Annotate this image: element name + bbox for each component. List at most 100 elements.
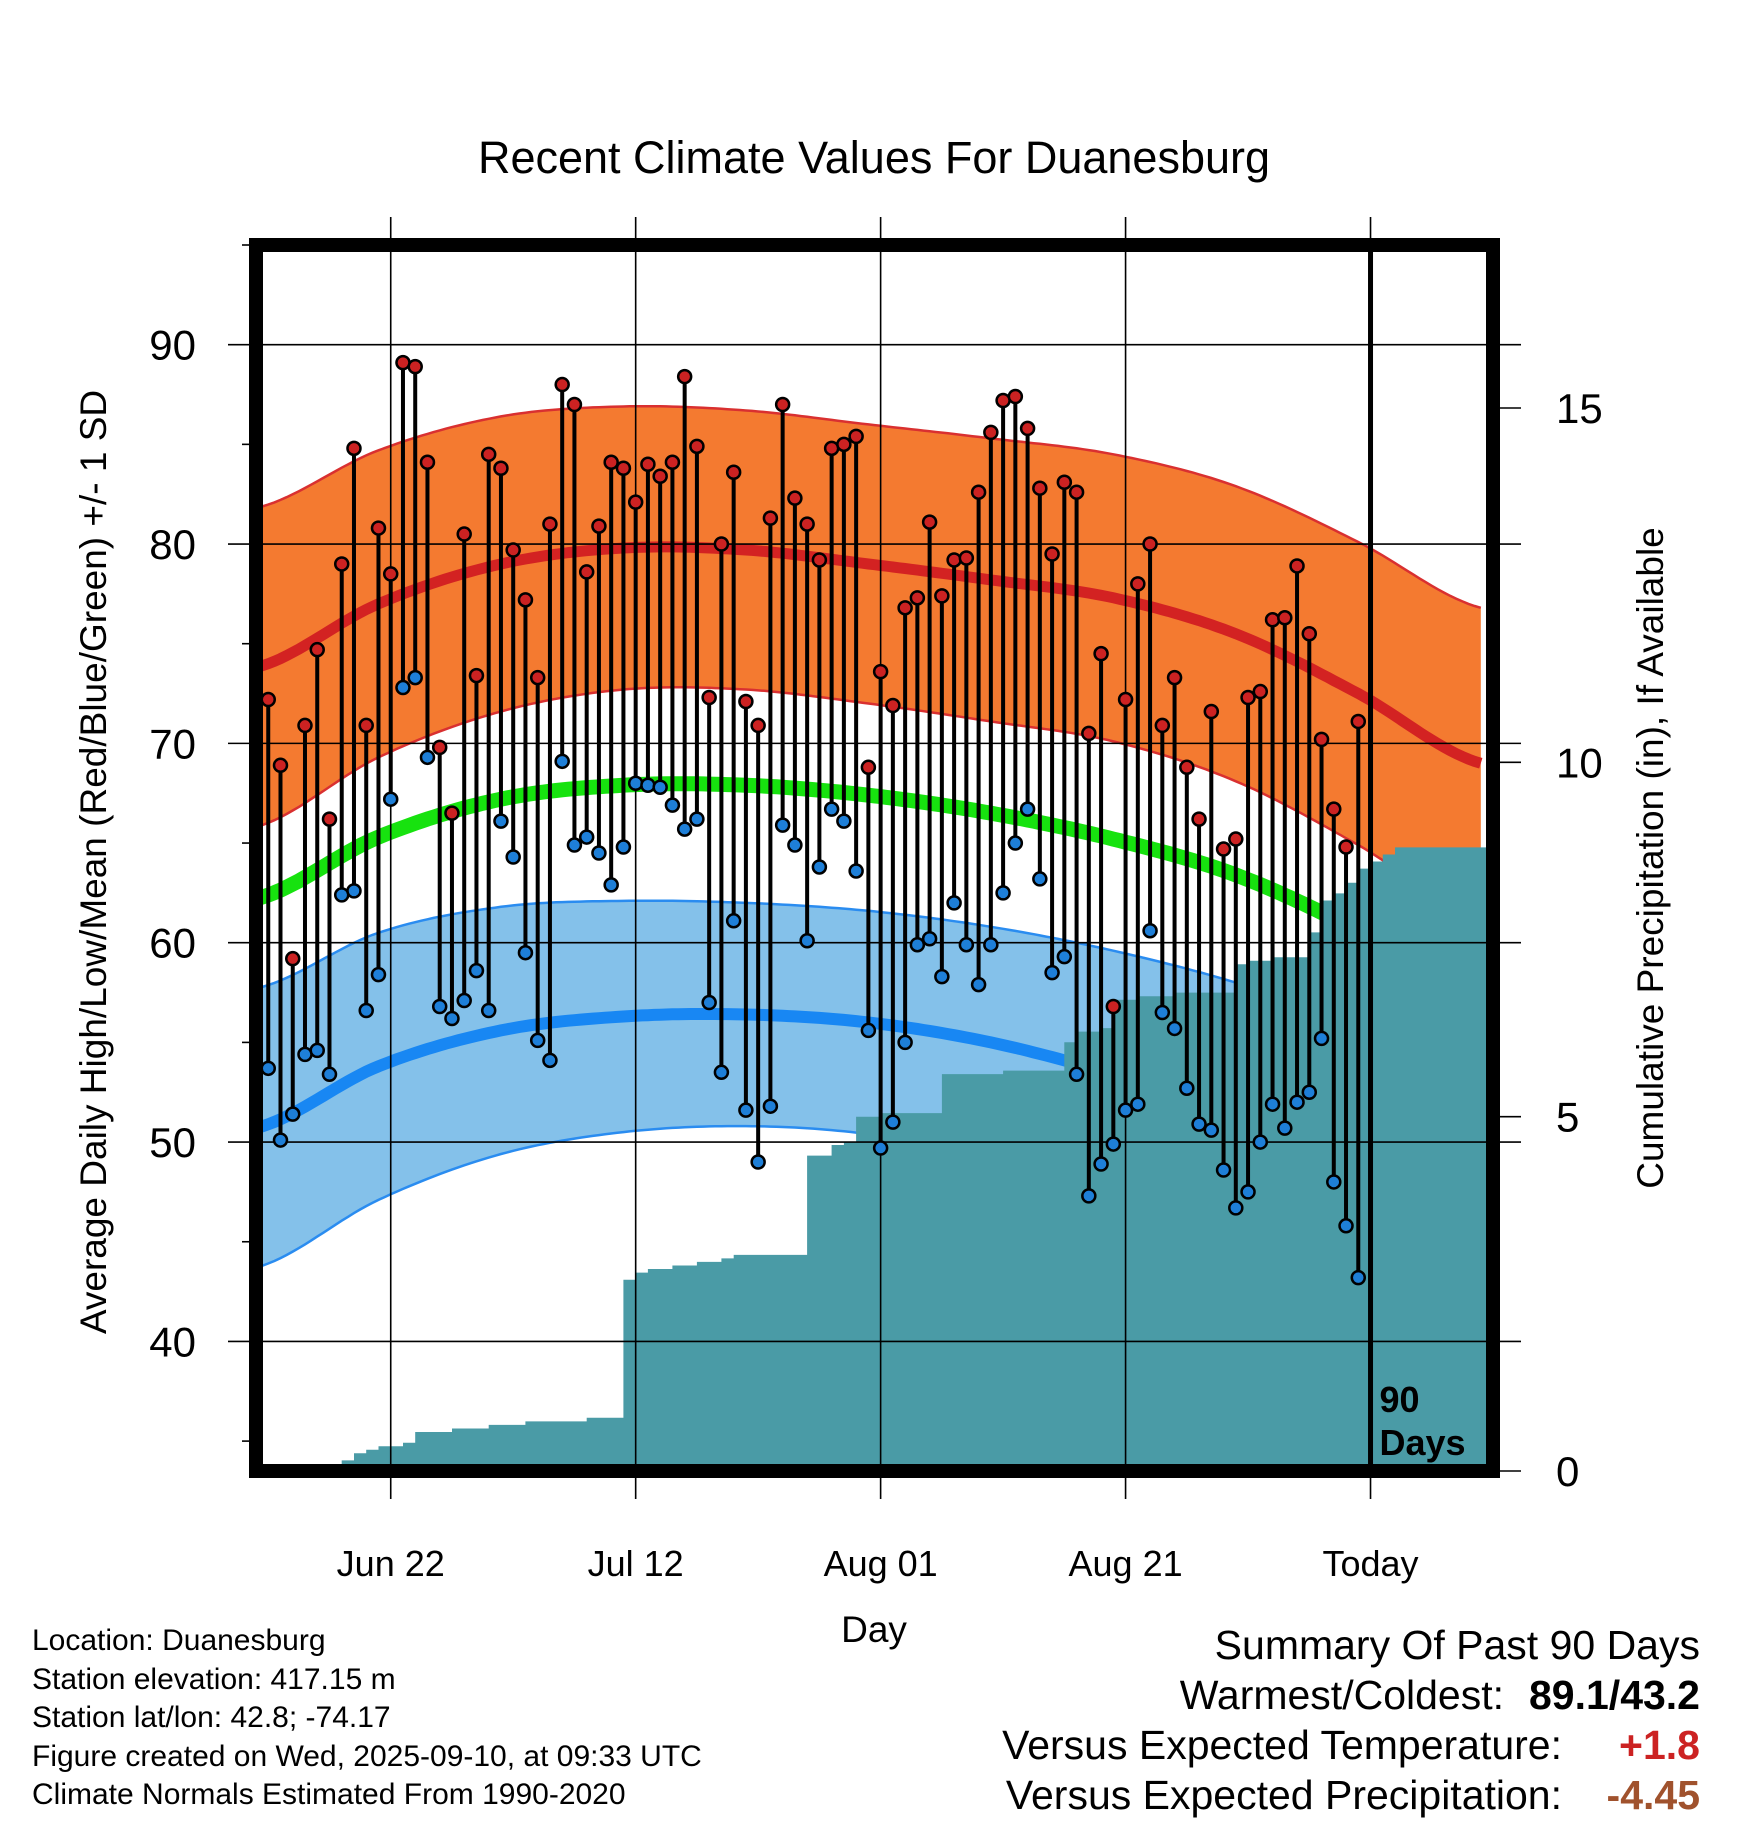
y2-tick-label: 5 bbox=[1556, 1094, 1579, 1141]
low-point bbox=[505, 849, 521, 865]
high-point bbox=[370, 520, 387, 536]
warmest-value: 89.1/43.2 bbox=[1529, 1672, 1700, 1718]
low-point bbox=[346, 883, 362, 899]
high-point bbox=[713, 536, 730, 552]
low-point bbox=[1105, 1136, 1122, 1152]
low-point bbox=[958, 936, 975, 953]
high-point bbox=[1179, 759, 1195, 776]
high-point bbox=[444, 805, 460, 821]
low-point bbox=[640, 777, 656, 793]
low-point bbox=[897, 1034, 913, 1051]
precip-value: -4.45 bbox=[1606, 1772, 1700, 1818]
low-point bbox=[970, 976, 987, 993]
low-point bbox=[787, 837, 803, 853]
high-point bbox=[260, 691, 276, 708]
high-point bbox=[554, 376, 570, 393]
warmest-label: Warmest/Coldest: bbox=[1179, 1672, 1504, 1718]
y-tick-label: 40 bbox=[149, 1318, 196, 1365]
low-point bbox=[872, 1140, 889, 1156]
low-point bbox=[909, 936, 926, 953]
high-point bbox=[505, 542, 521, 558]
low-point bbox=[321, 1066, 338, 1083]
low-point bbox=[529, 1032, 546, 1049]
low-point bbox=[1264, 1096, 1281, 1112]
y-tick-label: 80 bbox=[149, 521, 196, 568]
high-point bbox=[1093, 645, 1109, 662]
high-point bbox=[799, 516, 815, 532]
y2-tick-label: 10 bbox=[1556, 739, 1603, 786]
high-point bbox=[321, 811, 338, 827]
high-sd-upper-edge bbox=[256, 404, 1482, 610]
low-point bbox=[1142, 923, 1158, 939]
low-point bbox=[1117, 1102, 1134, 1118]
high-point bbox=[272, 757, 289, 774]
location-text: Location: Duanesburg bbox=[32, 1624, 326, 1657]
low-point bbox=[554, 753, 570, 770]
x-tick-label: Jul 12 bbox=[588, 1543, 684, 1584]
low-point bbox=[1301, 1084, 1318, 1100]
low-point bbox=[272, 1132, 289, 1148]
high-point bbox=[640, 456, 656, 473]
low-point bbox=[431, 998, 448, 1015]
high-point bbox=[1338, 839, 1354, 855]
high-point bbox=[431, 739, 448, 756]
low-point bbox=[493, 813, 509, 829]
high-point bbox=[1313, 731, 1330, 748]
high-point bbox=[382, 566, 399, 582]
low-point bbox=[762, 1098, 779, 1114]
summary-warmest-row: Warmest/Coldest: 89.1/43.2 bbox=[1002, 1670, 1700, 1720]
low-point bbox=[1326, 1174, 1342, 1190]
high-point bbox=[762, 510, 779, 526]
low-point bbox=[1032, 871, 1048, 887]
high-point bbox=[591, 518, 607, 534]
low-point bbox=[407, 669, 423, 686]
x-tick-label: Jun 22 bbox=[337, 1543, 445, 1584]
low-point bbox=[444, 1010, 460, 1027]
low-point bbox=[1277, 1120, 1293, 1136]
low-point bbox=[848, 863, 864, 879]
high-point bbox=[1105, 998, 1122, 1015]
high-point bbox=[603, 454, 619, 471]
low-point bbox=[1289, 1094, 1305, 1110]
low-point bbox=[1154, 1004, 1171, 1021]
normal-high-line bbox=[256, 541, 1483, 769]
high-point bbox=[284, 950, 301, 967]
low-point bbox=[1240, 1184, 1256, 1200]
high-point bbox=[1301, 625, 1318, 642]
low-point bbox=[738, 1102, 754, 1118]
high-point bbox=[346, 440, 362, 457]
high-point bbox=[946, 552, 962, 568]
low-point bbox=[995, 885, 1011, 901]
y-tick-label: 50 bbox=[149, 1119, 196, 1166]
high-point bbox=[1252, 683, 1269, 700]
high-point bbox=[1081, 725, 1097, 742]
high-point bbox=[1240, 689, 1256, 706]
high-point bbox=[1203, 703, 1220, 720]
low-point bbox=[1228, 1200, 1244, 1216]
low-point bbox=[885, 1114, 901, 1130]
high-point bbox=[885, 697, 901, 714]
high-point bbox=[958, 550, 975, 566]
high-point bbox=[934, 588, 950, 604]
high-point bbox=[1326, 801, 1342, 817]
low-point bbox=[1203, 1122, 1220, 1138]
low-point bbox=[983, 936, 999, 953]
y2-tick-label: 0 bbox=[1556, 1448, 1579, 1495]
low-point bbox=[1179, 1080, 1195, 1096]
high-point bbox=[566, 396, 583, 413]
high-point bbox=[921, 514, 938, 530]
plot-frame bbox=[249, 238, 1500, 1478]
high-point bbox=[848, 428, 864, 445]
high-point bbox=[1056, 474, 1073, 490]
high-point bbox=[750, 717, 766, 734]
y-tick-label: 60 bbox=[149, 920, 196, 967]
high-point bbox=[529, 669, 546, 686]
high-point bbox=[480, 446, 497, 463]
low-point bbox=[603, 877, 619, 893]
high-point bbox=[468, 667, 485, 684]
low-point bbox=[1007, 835, 1024, 851]
high-point bbox=[860, 759, 877, 776]
high-point bbox=[1032, 480, 1048, 496]
low-point bbox=[358, 1002, 374, 1019]
